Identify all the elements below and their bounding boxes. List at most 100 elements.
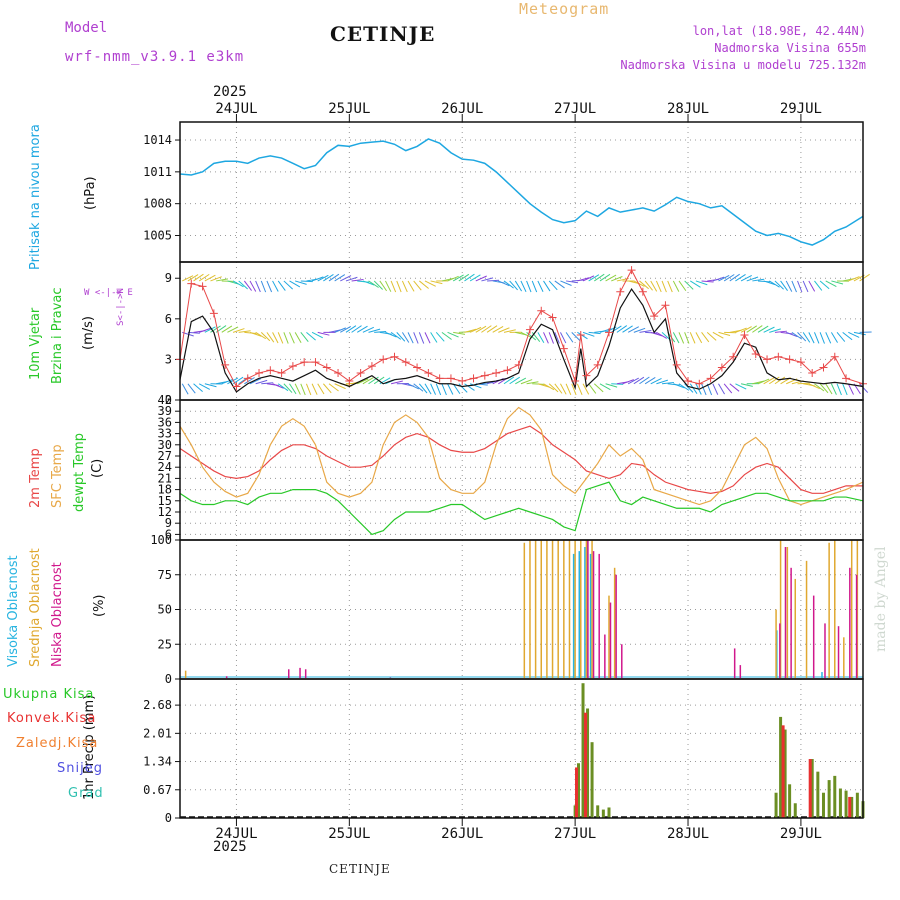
wind-arrow bbox=[520, 379, 533, 385]
year-bottom: 2025 bbox=[213, 839, 247, 855]
wind-arrow bbox=[187, 274, 199, 282]
wind-arrow bbox=[323, 273, 334, 282]
wind-arrow bbox=[181, 383, 189, 395]
wind-arrow bbox=[757, 378, 770, 385]
wind-arrow bbox=[825, 383, 833, 395]
wind-arrow bbox=[848, 276, 860, 282]
precip-bar-total bbox=[816, 771, 820, 818]
wind-gust-marker bbox=[740, 331, 749, 340]
wind-arrow bbox=[633, 376, 645, 385]
precip-bar-convective bbox=[575, 767, 579, 818]
wind-arrow bbox=[418, 383, 428, 394]
wind-gust-marker bbox=[582, 371, 591, 380]
day-label-bottom: 29JUL bbox=[780, 826, 822, 842]
wind-tick-label: 3 bbox=[165, 352, 172, 366]
wind-gust-marker bbox=[446, 374, 455, 383]
model-name: wrf-nmm_v3.9.1 e3km bbox=[65, 49, 245, 65]
wind-gust-marker bbox=[830, 352, 839, 361]
wind-arrow bbox=[830, 383, 837, 395]
wind-arrow bbox=[486, 325, 498, 333]
wind-arrow bbox=[565, 332, 574, 343]
wind-arrow bbox=[464, 273, 475, 282]
precip-bar-total bbox=[838, 788, 842, 818]
wind-arrow bbox=[300, 332, 309, 343]
wind-arrow bbox=[317, 331, 330, 336]
wind-arrow bbox=[210, 276, 222, 282]
wind-arrow bbox=[825, 332, 832, 344]
temp-tick-label: 33 bbox=[158, 427, 172, 441]
wind-gust-marker bbox=[356, 368, 365, 377]
wind-gust-marker bbox=[616, 287, 625, 296]
wind-arrow bbox=[294, 383, 301, 395]
wind-gust-marker bbox=[277, 368, 286, 377]
wind-arrow bbox=[594, 273, 605, 282]
wind-arrow bbox=[401, 332, 410, 343]
wind-arrow bbox=[407, 280, 415, 292]
wind-arrow bbox=[639, 280, 649, 290]
wind-arrow bbox=[599, 383, 611, 391]
wind-arrow bbox=[182, 275, 194, 282]
wind-arrow bbox=[627, 326, 640, 333]
wind-arrow bbox=[430, 280, 443, 285]
wind-arrow bbox=[272, 280, 279, 292]
wind-arrow bbox=[447, 275, 459, 282]
legend-freezing-rain: Zaledj.Kisa bbox=[16, 736, 99, 751]
wind-arrow bbox=[831, 280, 844, 285]
wind-arrow bbox=[588, 274, 600, 282]
wind-arrow bbox=[283, 332, 289, 344]
wind-gust-marker bbox=[401, 358, 410, 367]
wind-arrow bbox=[469, 274, 481, 282]
wind-arrow bbox=[678, 383, 690, 391]
wind-arrow bbox=[249, 378, 262, 385]
wind-arrow bbox=[249, 331, 262, 337]
wind-arrow bbox=[453, 331, 466, 335]
precip-bar-total bbox=[821, 792, 825, 818]
footer-station: CETINJE bbox=[329, 862, 391, 876]
wind-arrow bbox=[825, 280, 837, 288]
wind-gust-marker bbox=[255, 368, 264, 377]
wind-arrow bbox=[475, 275, 487, 282]
day-label-bottom: 27JUL bbox=[554, 826, 596, 842]
precip-bar-total bbox=[844, 790, 848, 818]
temp-tick-label: 12 bbox=[158, 505, 172, 519]
wind-gust-marker bbox=[537, 306, 546, 315]
wind-arrow bbox=[249, 280, 257, 292]
wind-arrow bbox=[814, 383, 825, 392]
wind-arrow bbox=[706, 331, 717, 341]
wind-arrow bbox=[813, 332, 820, 344]
wind-arrow bbox=[390, 331, 402, 340]
wind-arrow bbox=[244, 377, 255, 385]
wind-arrow bbox=[328, 273, 340, 282]
wind-arrow bbox=[204, 326, 216, 333]
precip-frame bbox=[179, 678, 864, 819]
temp-tick-label: 6 bbox=[165, 527, 172, 541]
precip-bar-total bbox=[607, 807, 611, 818]
wind-arrow bbox=[661, 381, 675, 385]
wind-arrow bbox=[577, 331, 588, 340]
wind-arrow bbox=[622, 325, 633, 333]
wind-arrow bbox=[334, 383, 346, 390]
temp-tick-label: 42 bbox=[158, 393, 172, 407]
precip-bar-total bbox=[581, 683, 585, 818]
wind-gust-marker bbox=[288, 362, 297, 371]
wind-gust-marker bbox=[322, 363, 331, 372]
legend-total-rain: Ukupna Kisa bbox=[3, 687, 95, 702]
wind-arrow bbox=[210, 325, 221, 333]
wind-arrow bbox=[689, 383, 698, 394]
precip-bar-total bbox=[577, 763, 581, 818]
wind-arrow bbox=[802, 280, 809, 293]
wind-arrow bbox=[362, 377, 374, 385]
legend-snow: Snijeg bbox=[57, 761, 103, 776]
wind-arrow bbox=[424, 332, 431, 344]
wind-arrow bbox=[300, 383, 306, 396]
wind-arrow bbox=[261, 382, 274, 385]
day-label-top: 28JUL bbox=[667, 101, 709, 117]
wind-arrow bbox=[401, 280, 408, 293]
wind-gust-marker bbox=[808, 368, 817, 377]
wind-arrow bbox=[599, 273, 611, 282]
wind-gust-marker bbox=[458, 377, 467, 386]
temp-tick-label: 18 bbox=[158, 483, 172, 497]
precip-bar-total bbox=[833, 775, 837, 818]
year-top: 2025 bbox=[213, 84, 247, 100]
